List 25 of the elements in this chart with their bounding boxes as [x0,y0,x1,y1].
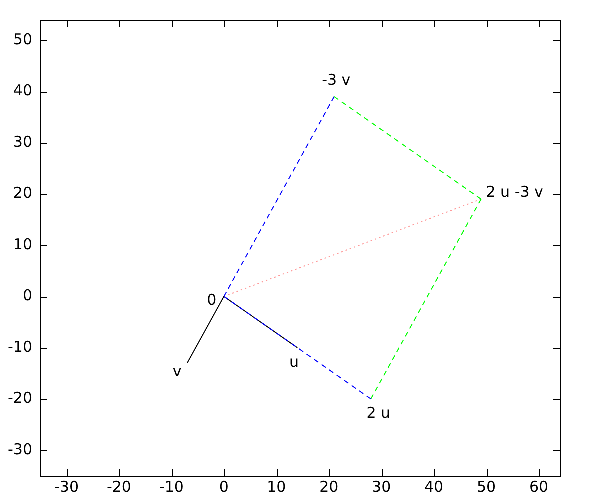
y-tick-label: 0 [22,286,32,305]
annotation: 0 [207,290,217,309]
y-tick-label: 40 [13,82,32,100]
y-tick-label: 30 [13,132,32,151]
y-tick-label: -10 [8,338,32,356]
y-tick-label: 20 [13,184,32,202]
annotation: 2 u [366,404,391,422]
x-tick-label: 0 [219,478,229,496]
annotation: -3 v [322,70,351,89]
y-tick-label: 10 [13,235,32,254]
x-tick-label: -30 [54,478,79,496]
annotation: 2 u -3 v [486,182,544,201]
annotation: u [290,353,300,372]
x-tick-label: -10 [159,478,184,496]
x-tick-label: 40 [424,478,444,496]
x-tick-label: -20 [106,478,132,496]
y-tick-label: -30 [8,440,32,458]
x-tick-label: 30 [372,478,392,496]
y-tick-label: 50 [13,30,32,48]
annotation: v [172,362,182,380]
x-tick-label: 10 [267,478,286,496]
x-tick-label: 20 [320,478,339,496]
y-tick-label: -20 [8,389,32,408]
x-tick-label: 60 [529,478,549,496]
x-tick-label: 50 [476,478,496,496]
